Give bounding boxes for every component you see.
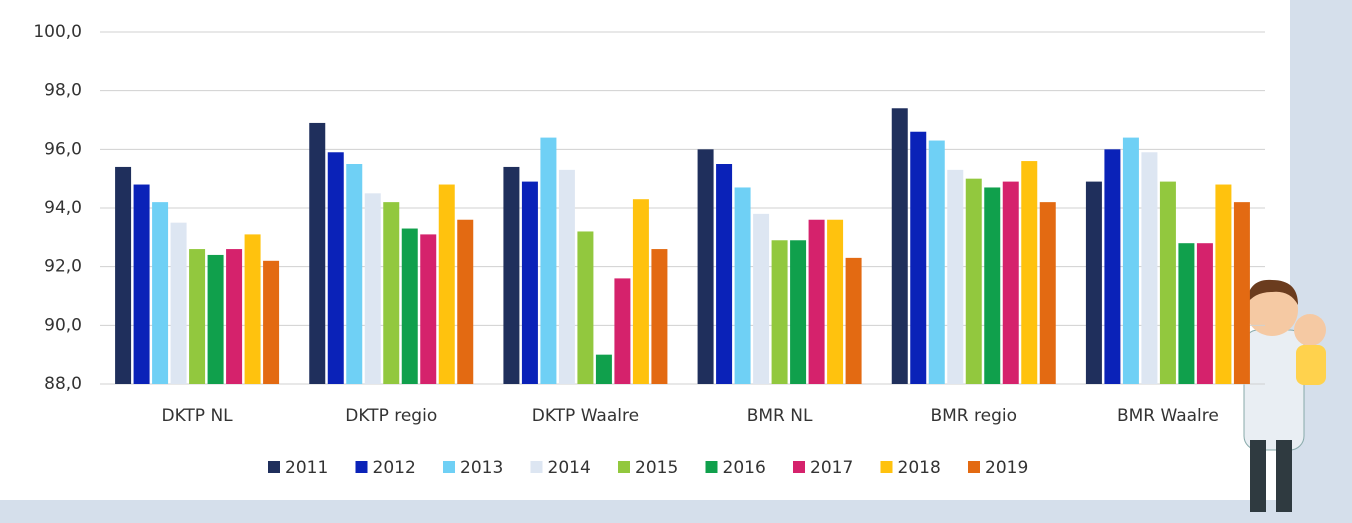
y-tick-label: 98,0: [44, 81, 82, 101]
legend-label: 2012: [373, 458, 416, 478]
legend-swatch: [793, 461, 805, 473]
bar: [439, 185, 455, 384]
bar: [1178, 243, 1194, 384]
legend-swatch: [356, 461, 368, 473]
bar: [383, 202, 399, 384]
x-tick-label: BMR NL: [747, 406, 813, 426]
bar: [1141, 152, 1157, 384]
legend-label: 2015: [635, 458, 678, 478]
bar: [809, 220, 825, 384]
x-tick-label: DKTP NL: [162, 406, 234, 426]
bar: [171, 223, 187, 384]
bar: [189, 249, 205, 384]
bar: [152, 202, 168, 384]
bar: [596, 355, 612, 384]
bar: [1215, 185, 1231, 384]
bar: [226, 249, 242, 384]
bar: [1197, 243, 1213, 384]
bar: [115, 167, 131, 384]
x-tick-label: BMR Waalre: [1117, 406, 1219, 426]
legend-label: 2018: [898, 458, 941, 478]
bar: [651, 249, 667, 384]
legend-label: 2017: [810, 458, 853, 478]
bar: [522, 182, 538, 384]
bar: [559, 170, 575, 384]
x-tick-label: DKTP Waalre: [532, 406, 639, 426]
bar: [1086, 182, 1102, 384]
bar: [790, 240, 806, 384]
bar: [1040, 202, 1056, 384]
y-tick-label: 96,0: [44, 139, 82, 159]
bar: [134, 185, 150, 384]
bar: [892, 108, 908, 384]
bar: [698, 149, 714, 384]
bar: [1123, 138, 1139, 384]
legend-swatch: [706, 461, 718, 473]
y-tick-label: 100,0: [33, 22, 82, 42]
bar: [1104, 149, 1120, 384]
doctor-illustration: [1244, 280, 1326, 512]
bar: [208, 255, 224, 384]
legend-label: 2013: [460, 458, 503, 478]
bar: [1234, 202, 1250, 384]
x-tick-label: BMR regio: [930, 406, 1017, 426]
bar: [420, 234, 436, 384]
legend-swatch: [531, 461, 543, 473]
bar: [633, 199, 649, 384]
y-tick-label: 92,0: [44, 257, 82, 277]
legend-swatch: [443, 461, 455, 473]
bar: [846, 258, 862, 384]
bar: [984, 187, 1000, 384]
y-tick-label: 88,0: [44, 374, 82, 394]
bar: [1003, 182, 1019, 384]
bar: [827, 220, 843, 384]
bar: [910, 132, 926, 384]
legend-label: 2011: [285, 458, 328, 478]
legend-label: 2014: [548, 458, 591, 478]
bar: [457, 220, 473, 384]
bar: [1160, 182, 1176, 384]
x-tick-label: DKTP regio: [345, 406, 437, 426]
bar: [263, 261, 279, 384]
legend-swatch: [618, 461, 630, 473]
bar: [772, 240, 788, 384]
bar: [716, 164, 732, 384]
legend-label: 2019: [985, 458, 1028, 478]
bar: [245, 234, 261, 384]
legend-swatch: [881, 461, 893, 473]
y-tick-label: 94,0: [44, 198, 82, 218]
bar: [947, 170, 963, 384]
bar: [929, 141, 945, 384]
bar: [540, 138, 556, 384]
chart: 88,0 90,0 92,0 94,0 96,0 98,0 100,0 DKTP NL DKTP…: [0, 0, 1352, 523]
y-tick-label: 90,0: [44, 315, 82, 335]
bar: [328, 152, 344, 384]
bar: [402, 229, 418, 384]
bar: [614, 278, 630, 384]
bar: [346, 164, 362, 384]
bar: [309, 123, 325, 384]
bar: [577, 231, 593, 384]
bar: [365, 193, 381, 384]
legend-swatch: [968, 461, 980, 473]
bar: [735, 187, 751, 384]
bar: [966, 179, 982, 384]
bar: [753, 214, 769, 384]
legend-label: 2016: [723, 458, 766, 478]
legend-swatch: [268, 461, 280, 473]
bar: [1021, 161, 1037, 384]
bar: [503, 167, 519, 384]
